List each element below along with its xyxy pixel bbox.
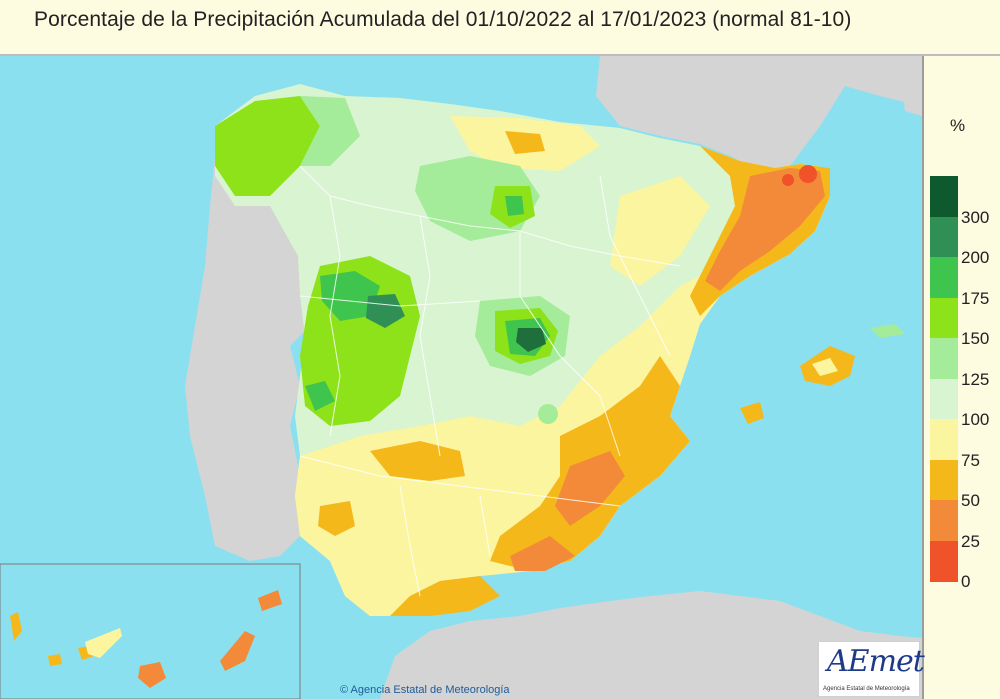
zone-25-almeria xyxy=(510,536,575,571)
zone-175-burgos xyxy=(505,196,524,216)
title-bar: Porcentaje de la Precipitación Acumulada… xyxy=(0,0,1000,56)
legend-swatch-300 xyxy=(930,176,958,217)
logo-subtext: Agencia Estatal de Meteorología xyxy=(823,686,910,692)
zone-150-toledo xyxy=(538,404,558,424)
zone-25-catalonia xyxy=(705,168,825,291)
province-borders xyxy=(299,165,681,597)
legend-label-100: 100 xyxy=(961,410,990,429)
zone-50-coast xyxy=(390,576,500,616)
legend-swatch-175 xyxy=(930,257,958,298)
precipitation-map xyxy=(0,56,922,699)
ibiza-land xyxy=(740,402,764,424)
legend-label-75: 75 xyxy=(961,450,980,470)
legend-label-175: 175 xyxy=(961,288,990,308)
zone-50-huelva xyxy=(318,501,355,536)
tenerife xyxy=(85,628,122,658)
aemet-logo: AEmet Agencia Estatal de Meteorología xyxy=(818,641,925,697)
portugal-land xyxy=(185,152,320,561)
zone-25-murcia xyxy=(555,451,625,526)
legend-swatch-100 xyxy=(930,378,958,420)
map-area xyxy=(0,56,922,699)
zone-0-girona xyxy=(799,165,817,183)
legend-unit: % xyxy=(950,116,966,135)
zone-300-madrid xyxy=(516,328,546,352)
legend-swatch-25 xyxy=(930,500,958,541)
zone-0-emporda xyxy=(782,174,794,186)
la-palma xyxy=(10,612,22,641)
legend-label-0: 0 xyxy=(961,572,971,591)
credit-text: © Agencia Estatal de Meteorología xyxy=(340,684,510,696)
corsica-land xyxy=(900,61,922,116)
legend-swatch-125 xyxy=(930,338,958,379)
gran-canaria xyxy=(138,662,166,688)
zone-50-andalusia xyxy=(370,441,465,481)
legend-label-25: 25 xyxy=(961,531,980,551)
legend-panel: % 300 200 175 150 125 100 75 50 25 0 xyxy=(922,56,1000,699)
el-hierro xyxy=(48,654,62,666)
menorca-land xyxy=(870,324,905,338)
legend-swatch-50 xyxy=(930,459,958,501)
legend-label-200: 200 xyxy=(961,248,990,267)
zone-175-extremadura-s xyxy=(305,381,335,411)
legend-swatch-0 xyxy=(930,540,958,582)
lanzarote xyxy=(258,590,282,611)
map-title: Porcentaje de la Precipitación Acumulada… xyxy=(34,8,852,31)
legend-label-125: 125 xyxy=(961,369,990,389)
france-land xyxy=(596,56,922,171)
africa-land xyxy=(380,591,922,699)
zone-200-caceres xyxy=(366,294,405,328)
logo-text: AEmet xyxy=(827,644,925,679)
legend-label-300: 300 xyxy=(961,207,990,227)
legend-label-50: 50 xyxy=(961,491,980,510)
legend-label-150: 150 xyxy=(961,329,990,348)
canary-inset-frame xyxy=(0,563,301,699)
zone-50-rioja xyxy=(505,131,545,154)
legend-swatch-200 xyxy=(930,216,958,258)
legend-swatch-75 xyxy=(930,419,958,460)
zone-75-south xyxy=(295,166,830,616)
zone-125-galicia-east xyxy=(300,96,360,166)
legend-swatch-150 xyxy=(930,297,958,339)
mallorca-center xyxy=(812,358,838,376)
fuerteventura xyxy=(220,631,255,671)
zone-150-galicia xyxy=(215,96,320,196)
